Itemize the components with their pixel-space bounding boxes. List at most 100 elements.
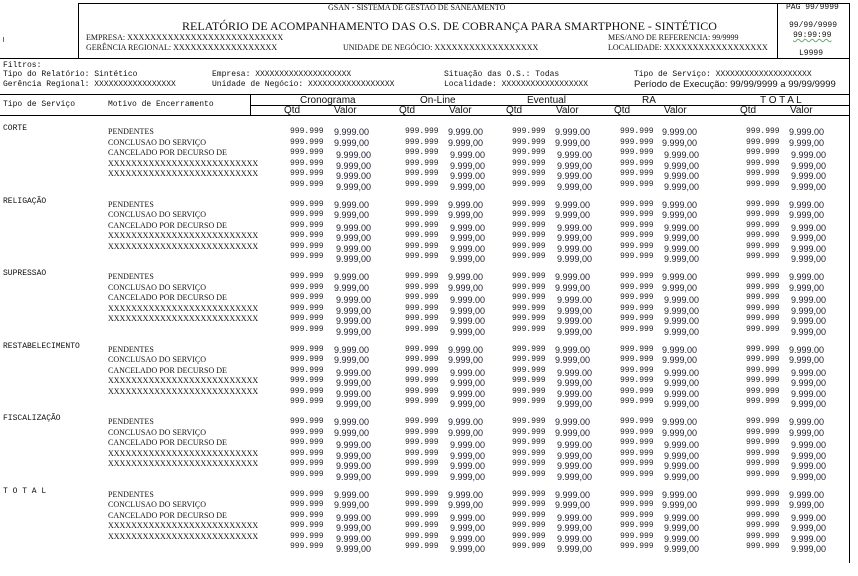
motivo-label: XXXXXXXXXXXXXXXXXXXXXXXXXX — [108, 386, 259, 396]
motivo-label: CANCELADO POR DECURSO DE — [108, 220, 227, 230]
divider — [250, 105, 850, 106]
valor-cell: 9.999,00 — [557, 181, 593, 192]
qtd-cell: 999.999 — [405, 365, 439, 375]
qtd-cell: 999.999 — [290, 324, 324, 334]
valor-cell: 9.999,00 — [557, 160, 593, 171]
qtd-cell: 999.999 — [746, 397, 780, 406]
valor-cell: 9.999.00 — [555, 489, 591, 500]
qtd-cell: 999.999 — [620, 282, 654, 292]
qtd-cell: 999.999 — [746, 137, 780, 147]
motivo-label: CANCELADO POR DECURSO DE — [108, 365, 227, 375]
motivo-label: XXXXXXXXXXXXXXXXXXXXXXXXXX — [108, 158, 259, 168]
valor-cell: 9.999.00 — [334, 199, 370, 210]
valor-cell: 9.999,00 — [450, 399, 486, 409]
qtd-cell: 999.999 — [290, 542, 324, 551]
qtd-cell: 999.999 — [620, 365, 654, 375]
valor-cell: 9.999.00 — [557, 295, 593, 305]
qtd-cell: 999.999 — [290, 376, 324, 385]
valor-cell: 9.999,00 — [555, 282, 591, 293]
motivo-label: CONCLUSAO DO SERVIÇO — [108, 210, 207, 219]
valor-cell: 9.999.00 — [557, 512, 593, 523]
valor-cell: 9.999.00 — [450, 533, 486, 544]
valor-cell: 9.999,00 — [664, 399, 700, 409]
valor-cell: 9.999,00 — [664, 305, 700, 316]
qtd-cell: 999.999 — [405, 231, 439, 240]
qtd-cell: 999.999 — [512, 469, 546, 479]
motivo-label: XXXXXXXXXXXXXXXXXXXXXXXXXX — [108, 169, 259, 178]
qtd-cell: 999.999 — [290, 303, 324, 313]
valor-cell: 9.999,00 — [336, 471, 372, 482]
valor-cell: 9.999.00 — [336, 243, 372, 254]
col-valor: Valor — [556, 105, 579, 116]
col-qtd: Qtd — [740, 105, 757, 116]
valor-cell: 9.999,00 — [448, 355, 484, 365]
qtd-cell: 999.999 — [290, 417, 324, 426]
filter-tipo-servico: Tipo de Serviço: XXXXXXXXXXXXXXXXXXXX — [634, 70, 812, 79]
qtd-cell: 999.999 — [620, 355, 654, 364]
qtd-cell: 999.999 — [512, 542, 546, 551]
valor-cell: 9.999,00 — [334, 137, 370, 148]
col-group-2: Eventual — [527, 95, 566, 106]
valor-cell: 9.999,00 — [664, 181, 700, 192]
qtd-cell: 999.999 — [290, 459, 324, 468]
qtd-cell: 999.999 — [405, 210, 439, 219]
qtd-cell: 999.999 — [405, 282, 439, 292]
motivo-label: XXXXXXXXXXXXXXXXXXXXXXXXXX — [108, 231, 259, 240]
valor-cell: 9.999.00 — [450, 440, 486, 450]
qtd-cell: 999.999 — [620, 199, 654, 209]
qtd-cell: 999.999 — [746, 500, 780, 509]
qtd-cell: 999.999 — [620, 386, 654, 396]
valor-cell: 9.999,00 — [448, 210, 484, 220]
valor-cell: 9.999,00 — [791, 523, 827, 533]
valor-cell: 9.999,00 — [450, 160, 486, 171]
valor-cell: 9.999.00 — [664, 171, 700, 181]
valor-cell: 9.999,00 — [557, 233, 593, 243]
qtd-cell: 999.999 — [620, 231, 654, 240]
qtd-cell: 999.999 — [746, 531, 780, 541]
qtd-cell: 999.999 — [512, 137, 546, 147]
valor-cell: 9.999,00 — [664, 326, 700, 337]
qtd-cell: 999.999 — [405, 489, 439, 499]
valor-cell: 9.999.00 — [555, 127, 591, 137]
valor-cell: 9.999,00 — [448, 282, 484, 293]
motivo-label: CONCLUSAO DO SERVIÇO — [108, 355, 207, 364]
qtd-cell: 999.999 — [746, 210, 780, 219]
qtd-cell: 999.999 — [405, 314, 439, 323]
valor-cell: 9.999.00 — [791, 461, 827, 471]
valor-cell: 9.999.00 — [336, 171, 372, 181]
qtd-cell: 999.999 — [512, 510, 546, 520]
valor-cell: 9.999,00 — [336, 305, 372, 316]
motivo-label: XXXXXXXXXXXXXXXXXXXXXXXXXX — [108, 448, 259, 458]
qtd-cell: 999.999 — [746, 148, 780, 157]
valor-cell: 9.999.00 — [557, 533, 593, 544]
qtd-cell: 999.999 — [405, 500, 439, 509]
filter-empresa: Empresa: XXXXXXXXXXXXXXXXXXXX — [212, 70, 352, 79]
qtd-cell: 999.999 — [620, 293, 654, 302]
qtd-cell: 999.999 — [620, 427, 654, 437]
motivo-label: CONCLUSAO DO SERVIÇO — [108, 500, 207, 509]
qtd-cell: 999.999 — [746, 169, 780, 178]
section-name: T O T A L — [3, 486, 47, 496]
qtd-cell: 999.999 — [512, 521, 546, 530]
qtd-cell: 999.999 — [746, 376, 780, 385]
qtd-cell: 999.999 — [746, 241, 780, 251]
qtd-cell: 999.999 — [512, 386, 546, 396]
valor-cell: 9.999,00 — [557, 523, 593, 533]
valor-cell: 9.999.00 — [450, 367, 486, 378]
valor-cell: 9.999.00 — [791, 243, 827, 254]
qtd-cell: 999.999 — [512, 252, 546, 261]
qtd-cell: 999.999 — [290, 314, 324, 323]
divider — [0, 58, 850, 59]
motivo-label: CONCLUSAO DO SERVIÇO — [108, 137, 207, 147]
valor-cell: 9.999,00 — [662, 210, 698, 220]
valor-cell: 9.999,00 — [557, 326, 593, 337]
valor-cell: 9.999,00 — [791, 254, 827, 264]
valor-cell: 9.999,00 — [336, 399, 372, 409]
qtd-cell: 999.999 — [620, 169, 654, 178]
valor-cell: 9.999,00 — [789, 137, 825, 148]
motivo-label: XXXXXXXXXXXXXXXXXXXXXXXXXX — [108, 376, 259, 385]
qtd-cell: 999.999 — [620, 220, 654, 230]
qtd-cell: 999.999 — [290, 397, 324, 406]
col-valor: Valor — [664, 105, 687, 116]
report-code: L9999 — [799, 49, 824, 58]
